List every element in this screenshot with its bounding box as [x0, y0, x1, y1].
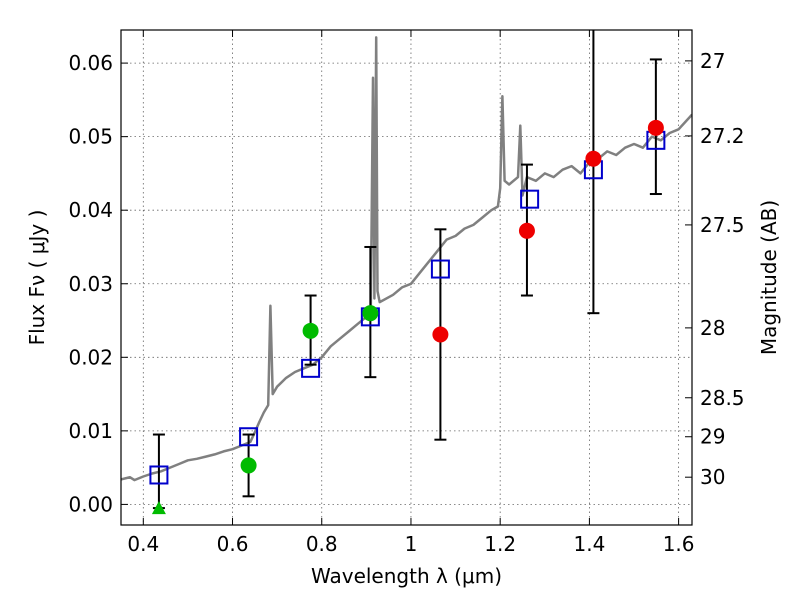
right-tick-label: 30	[700, 465, 725, 489]
green-point	[302, 322, 319, 339]
y-tick-label: 0.00	[68, 492, 113, 516]
red-point	[432, 326, 449, 343]
right-tick-label: 28	[700, 316, 725, 340]
right-axis-label: Magnitude (AB)	[757, 200, 781, 355]
x-tick-label: 1.6	[663, 532, 695, 556]
model-square	[301, 358, 321, 378]
red-point	[647, 119, 664, 136]
model-square	[239, 427, 259, 447]
ticks: 0.4 0.6 0.8 1 1.2 1.4 1.6 0.00 0.01 0.02 0.03 0.04 0…	[68, 30, 745, 556]
y-tick-label: 0.04	[68, 198, 113, 222]
green-point	[362, 305, 379, 322]
data-layer	[121, 30, 692, 515]
right-tick-label: 27.2	[700, 124, 745, 148]
y-tick-label: 0.02	[68, 345, 113, 369]
right-tick-label: 27	[700, 49, 725, 73]
x-tick-label: 0.8	[306, 532, 338, 556]
model-square	[430, 259, 450, 279]
x-tick-label: 1.2	[484, 532, 516, 556]
x-tick-label: 0.4	[127, 532, 159, 556]
green-triangle-point	[151, 501, 166, 515]
x-axis-label: Wavelength λ (μm)	[311, 564, 502, 588]
grid-lines	[121, 30, 692, 525]
y-tick-label: 0.06	[68, 51, 113, 75]
x-tick-label: 1.4	[573, 532, 605, 556]
model-square	[520, 189, 540, 209]
green-point	[240, 457, 257, 474]
spectrum-line	[121, 36, 692, 482]
red-point	[585, 150, 602, 167]
x-tick-label: 1	[405, 532, 418, 556]
x-tick-label: 0.6	[217, 532, 249, 556]
y-axis-label: Flux Fν ( μJy )	[25, 210, 49, 346]
y-tick-label: 0.03	[68, 272, 113, 296]
y-tick-label: 0.05	[68, 125, 113, 149]
y-tick-label: 0.01	[68, 419, 113, 443]
model-square	[149, 465, 169, 485]
right-tick-label: 27.5	[700, 213, 745, 237]
red-point	[518, 222, 535, 239]
right-tick-label: 28.5	[700, 386, 745, 410]
right-tick-label: 29	[700, 425, 725, 449]
plot-frame	[120, 29, 693, 526]
